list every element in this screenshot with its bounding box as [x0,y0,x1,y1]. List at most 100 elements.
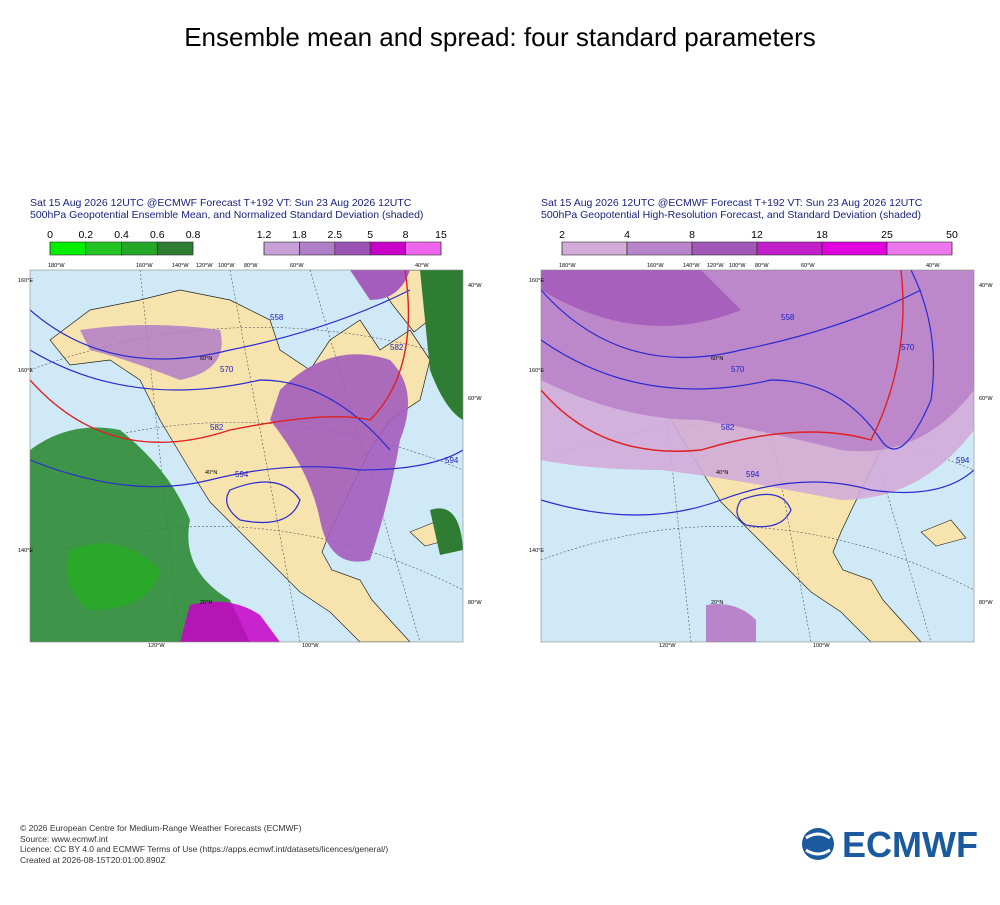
contour-label: 594 [445,456,459,465]
map-label: 40°W [926,263,940,269]
map-label: 40°W [468,283,482,289]
panel-header: 500hPa Geopotential High-Resolution Fore… [541,209,921,221]
map-label: 160°W [136,263,153,269]
contour-label: 570 [901,343,915,352]
legend-tick-label: 4 [624,229,630,241]
map-label: 80°W [755,263,769,269]
map-label: 60°N [200,356,212,362]
map-label: 160°E [529,368,544,374]
map-label: 120°W [707,263,724,269]
contour-label: 558 [781,313,795,322]
shade-purple [80,325,222,380]
contour-label: 570 [220,365,234,374]
contour-label: 582 [210,423,224,432]
contour-label: 594 [956,456,970,465]
legend-swatch [405,241,442,256]
contour-label: 582 [721,423,735,432]
legend-swatch [561,241,628,256]
map-label: 140°E [18,548,33,554]
shade-green [430,508,463,555]
legend-tick-label: 12 [751,229,763,241]
map-label: 160°E [529,278,544,284]
map-label: 40°W [415,263,429,269]
footer-line: © 2026 European Centre for Medium-Range … [20,823,302,833]
map-label: 120°W [148,643,165,649]
contour-label: 558 [270,313,284,322]
map-right [540,269,975,643]
footer-line: Created at 2026-08-15T20:01:00.890Z [20,855,166,865]
legend-tick-label: 0.6 [150,229,165,241]
legend-tick-label: 1.8 [292,229,307,241]
map-label: 120°W [196,263,213,269]
legend-tick-label: 2 [559,229,565,241]
contour-label: 594 [746,470,760,479]
legend-tick-label: 15 [435,229,447,241]
map-label: 80°W [979,600,993,606]
map-label: 180°W [559,263,576,269]
map-label: 80°W [244,263,258,269]
legend-tick-label: 5 [367,229,373,241]
map-left [29,269,464,643]
map-label: 60°W [290,263,304,269]
legend-tick-label: 0 [47,229,53,241]
shade-green [67,543,160,610]
legend-swatch [821,241,888,256]
legend-swatch [263,241,300,256]
panel-header: Sat 15 Aug 2026 12UTC @ECMWF Forecast T+… [30,197,412,209]
map-label: 60°N [711,356,723,362]
footer: © 2026 European Centre for Medium-Range … [20,823,388,865]
map-label: 60°W [468,396,482,402]
map-label: 60°W [801,263,815,269]
contour-label: 582 [390,343,404,352]
map-label: 100°W [218,263,235,269]
legend-swatch [886,241,953,256]
legend-tick-label: 0.8 [186,229,201,241]
shade-purple [350,270,410,300]
map-label: 180°W [48,263,65,269]
footer-line: Source: www.ecmwf.int [20,834,108,844]
panel-header: 500hPa Geopotential Ensemble Mean, and N… [30,209,423,221]
map-label: 20°N [200,600,212,606]
logo-text: ECMWF [842,824,978,865]
legend-tick-label: 0.4 [114,229,129,241]
legend-swatch [85,241,122,256]
shade-purple [541,270,741,326]
panel: Sat 15 Aug 2026 12UTC @ECMWF Forecast T+… [18,197,482,649]
legend-swatch [369,241,406,256]
legend-tick-label: 2.5 [327,229,342,241]
legend-tick-label: 1.2 [257,229,272,241]
legend-swatch [626,241,693,256]
legend-swatch [334,241,371,256]
shade-purple [706,604,756,642]
map-label: 120°W [659,643,676,649]
shade-green [420,270,463,420]
map-label: 60°W [979,396,993,402]
legend-tick-label: 18 [816,229,828,241]
shade-magenta [180,601,280,642]
legend-swatch [156,241,194,256]
map-label: 20°N [711,600,723,606]
legend-tick-label: 50 [946,229,958,241]
shade-purple [270,354,408,562]
legend-tick-label: 0.2 [78,229,93,241]
legend-swatch [756,241,823,256]
map-label: 40°N [205,470,217,476]
map-label: 160°E [18,368,33,374]
logo: ECMWF [802,824,978,865]
legend-swatch [49,241,87,256]
legend-tick-label: 25 [881,229,893,241]
panel: Sat 15 Aug 2026 12UTC @ECMWF Forecast T+… [529,197,993,649]
legend-swatch [299,241,336,256]
map-label: 140°W [172,263,189,269]
map-label: 160°W [647,263,664,269]
page-title: Ensemble mean and spread: four standard … [184,22,816,52]
map-label: 140°E [529,548,544,554]
legend-tick-label: 8 [403,229,409,241]
legend-swatch [691,241,758,256]
legend-tick-label: 8 [689,229,695,241]
map-label: 40°W [979,283,993,289]
legend-swatch [121,241,158,256]
contour-label: 570 [731,365,745,374]
